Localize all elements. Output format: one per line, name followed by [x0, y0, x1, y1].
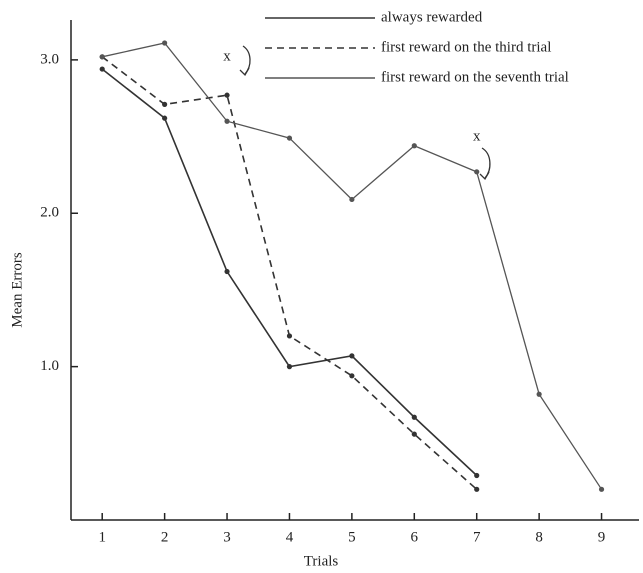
data-point [474, 472, 480, 479]
x-tick-label: 8 [535, 529, 543, 545]
data-point [286, 135, 293, 141]
data-point [349, 196, 355, 203]
x-tick-label: 5 [348, 529, 356, 545]
x-tick-label: 9 [598, 529, 606, 545]
data-point [598, 486, 605, 492]
legend-label: first reward on the third trial [381, 39, 551, 55]
annotation: x [223, 49, 231, 65]
data-point [224, 268, 230, 275]
data-point [162, 115, 168, 121]
data-point [99, 54, 105, 60]
data-point [99, 66, 105, 72]
annotation-arrow-head [479, 171, 490, 181]
data-point [349, 353, 355, 359]
x-axis-label: Trials [304, 553, 339, 569]
legend-label: first reward on the seventh trial [381, 69, 569, 85]
data-point [162, 101, 168, 107]
data-point [411, 431, 417, 437]
data-point [286, 364, 293, 370]
y-tick-label: 3.0 [40, 51, 59, 67]
y-tick-label: 2.0 [40, 205, 59, 221]
data-point [536, 391, 542, 397]
x-tick-label: 3 [223, 529, 231, 545]
annotation: x [473, 128, 481, 144]
data-point [349, 373, 355, 379]
y-axis-label: Mean Errors [9, 252, 25, 328]
data-point [224, 92, 230, 98]
x-tick-label: 7 [473, 529, 481, 545]
x-tick-label: 4 [286, 529, 294, 545]
data-point [411, 414, 417, 420]
annotation-arrow-head [239, 67, 250, 77]
x-tick-label: 2 [161, 529, 169, 545]
data-point [474, 486, 480, 492]
data-point [224, 118, 230, 124]
x-tick-label: 6 [411, 529, 419, 545]
y-tick-label: 1.0 [40, 358, 59, 374]
x-tick-label: 1 [98, 529, 106, 545]
data-point [474, 169, 480, 175]
data-point [162, 40, 168, 46]
data-point [286, 333, 293, 339]
data-point [411, 143, 417, 149]
legend-label: always rewarded [381, 9, 483, 25]
